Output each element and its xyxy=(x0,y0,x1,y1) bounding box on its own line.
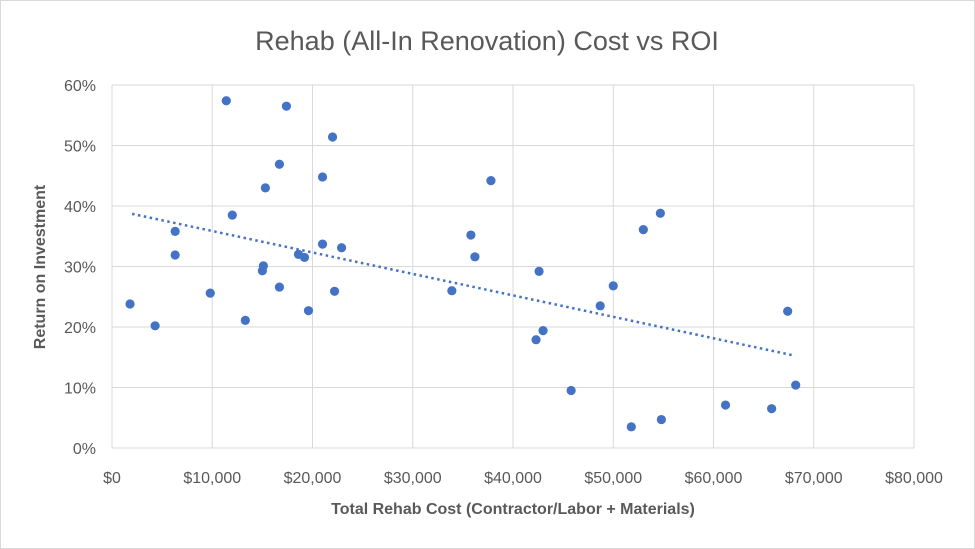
data-point xyxy=(258,261,268,271)
data-point xyxy=(125,299,135,309)
data-point xyxy=(470,252,480,262)
data-point xyxy=(531,335,541,345)
data-point xyxy=(534,266,544,276)
x-tick-label: $50,000 xyxy=(584,470,642,487)
x-tick-label: $20,000 xyxy=(284,470,342,487)
x-tick-label: $40,000 xyxy=(484,470,542,487)
y-tick-label: 60% xyxy=(64,78,96,95)
data-point xyxy=(317,172,328,182)
data-point xyxy=(299,252,310,263)
data-point xyxy=(595,301,605,311)
x-axis-title: Total Rehab Cost (Contractor/Labor + Mat… xyxy=(331,501,695,518)
data-point xyxy=(281,101,292,111)
y-tick-label: 30% xyxy=(64,260,96,277)
data-point xyxy=(655,208,665,218)
data-point xyxy=(608,281,618,291)
y-tick-label: 0% xyxy=(73,441,96,458)
x-tick-label: $10,000 xyxy=(183,470,241,487)
data-point xyxy=(791,380,801,390)
data-point xyxy=(260,183,270,193)
y-tick-label: 20% xyxy=(64,320,96,337)
data-point xyxy=(274,282,285,292)
data-point xyxy=(626,422,636,432)
data-point xyxy=(303,306,314,316)
x-tick-label: $60,000 xyxy=(685,470,743,487)
data-point xyxy=(466,230,476,240)
chart-title: Rehab (All-In Renovation) Cost vs ROI xyxy=(255,26,719,56)
x-tick-label: $70,000 xyxy=(785,470,843,487)
data-point xyxy=(783,306,793,316)
data-point xyxy=(538,326,548,336)
y-tick-label: 40% xyxy=(64,199,96,216)
data-point xyxy=(720,400,731,410)
y-axis-title: Return on Investment xyxy=(32,184,49,349)
data-point xyxy=(336,243,347,253)
data-point xyxy=(274,159,285,169)
data-point xyxy=(221,96,231,106)
data-point xyxy=(767,404,777,414)
data-points xyxy=(125,96,801,432)
x-tick-label: $0 xyxy=(103,470,121,487)
data-point xyxy=(227,210,237,220)
data-point xyxy=(656,414,666,425)
data-point xyxy=(317,239,328,249)
data-point xyxy=(240,315,250,325)
tick-labels: 0% 10% 20% 30% 40% 50% 60% $0 $10,000 $20,000 $30,… xyxy=(64,78,943,487)
data-point xyxy=(205,288,215,298)
data-point xyxy=(447,286,457,296)
data-point xyxy=(329,286,340,296)
data-point xyxy=(566,385,576,396)
data-point xyxy=(327,132,338,142)
data-point xyxy=(486,175,496,186)
gridlines xyxy=(111,84,915,449)
x-tick-label: $80,000 xyxy=(885,470,943,487)
data-point xyxy=(150,321,160,331)
trendline xyxy=(131,212,794,357)
y-tick-label: 50% xyxy=(64,139,96,156)
x-tick-label: $30,000 xyxy=(384,470,442,487)
data-point xyxy=(170,250,180,260)
data-point xyxy=(170,226,180,237)
y-tick-label: 10% xyxy=(64,381,96,398)
data-point xyxy=(638,224,648,235)
